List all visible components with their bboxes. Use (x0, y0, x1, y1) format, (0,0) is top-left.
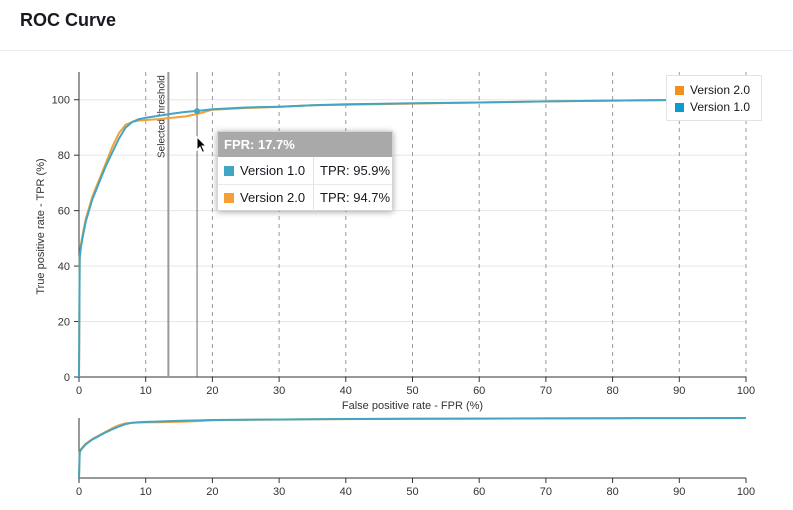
x-tick-label: 100 (737, 385, 755, 397)
tooltip-header: FPR: 17.7% (218, 132, 392, 157)
x-tick-label: 20 (206, 385, 218, 397)
nav-series-line (78, 417, 747, 479)
nav-x-tick-label: 0 (76, 486, 82, 498)
y-tick-label: 80 (58, 150, 70, 162)
hover-point (194, 108, 201, 115)
y-tick-label: 40 (58, 261, 70, 273)
legend-swatch (675, 86, 684, 95)
nav-x-tick-label: 80 (606, 486, 618, 498)
nav-x-tick-label: 20 (206, 486, 218, 498)
y-tick-label: 0 (64, 372, 70, 384)
legend-item-version-1[interactable]: Version 1.0 (675, 100, 750, 114)
tooltip-row: Version 1.0 TPR: 95.9% (218, 157, 392, 185)
header: ROC Curve (0, 0, 793, 51)
nav-x-tick-label: 60 (473, 486, 485, 498)
tooltip-divider (313, 157, 314, 184)
x-tick-label: 40 (340, 385, 352, 397)
selected-threshold-label: Selected threshold (156, 75, 167, 158)
tooltip-swatch (224, 166, 234, 176)
nav-series-line (78, 417, 747, 479)
x-tick-label: 60 (473, 385, 485, 397)
x-tick-label: 90 (673, 385, 685, 397)
mouse-cursor-icon (196, 136, 208, 154)
tooltip-value: TPR: 95.9% (320, 163, 391, 178)
nav-x-tick-label: 10 (140, 486, 152, 498)
x-tick-label: 10 (140, 385, 152, 397)
tooltip-swatch (224, 193, 234, 203)
x-tick-label: 30 (273, 385, 285, 397)
legend: Version 2.0 Version 1.0 (666, 75, 762, 121)
y-tick-label: 60 (58, 206, 70, 218)
x-tick-label: 0 (76, 385, 82, 397)
y-axis-title: True positive rate - TPR (%) (35, 158, 47, 294)
x-tick-label: 50 (406, 385, 418, 397)
hover-tooltip: FPR: 17.7% Version 1.0 TPR: 95.9% Versio… (217, 131, 393, 211)
x-tick-label: 80 (606, 385, 618, 397)
tooltip-row: Version 2.0 TPR: 94.7% (218, 184, 392, 211)
legend-label: Version 1.0 (690, 100, 751, 114)
page-title: ROC Curve (20, 10, 117, 30)
legend-label: Version 2.0 (690, 83, 751, 97)
nav-x-tick-label: 90 (673, 486, 685, 498)
nav-x-tick-label: 40 (340, 486, 352, 498)
nav-x-tick-label: 100 (737, 486, 755, 498)
nav-x-tick-label: 50 (406, 486, 418, 498)
tooltip-series-name: Version 1.0 (240, 163, 306, 178)
nav-x-tick-label: 70 (540, 486, 552, 498)
x-tick-label: 70 (540, 385, 552, 397)
x-axis-title: False positive rate - FPR (%) (342, 400, 483, 412)
y-tick-label: 20 (58, 317, 70, 329)
y-tick-label: 100 (52, 95, 70, 107)
tooltip-value: TPR: 94.7% (320, 190, 391, 205)
legend-swatch (675, 103, 684, 112)
series-line (78, 98, 747, 378)
legend-item-version-2[interactable]: Version 2.0 (675, 83, 750, 97)
tooltip-series-name: Version 2.0 (240, 190, 306, 205)
nav-x-tick-label: 30 (273, 486, 285, 498)
series-line (78, 98, 747, 378)
tooltip-divider (313, 184, 314, 211)
